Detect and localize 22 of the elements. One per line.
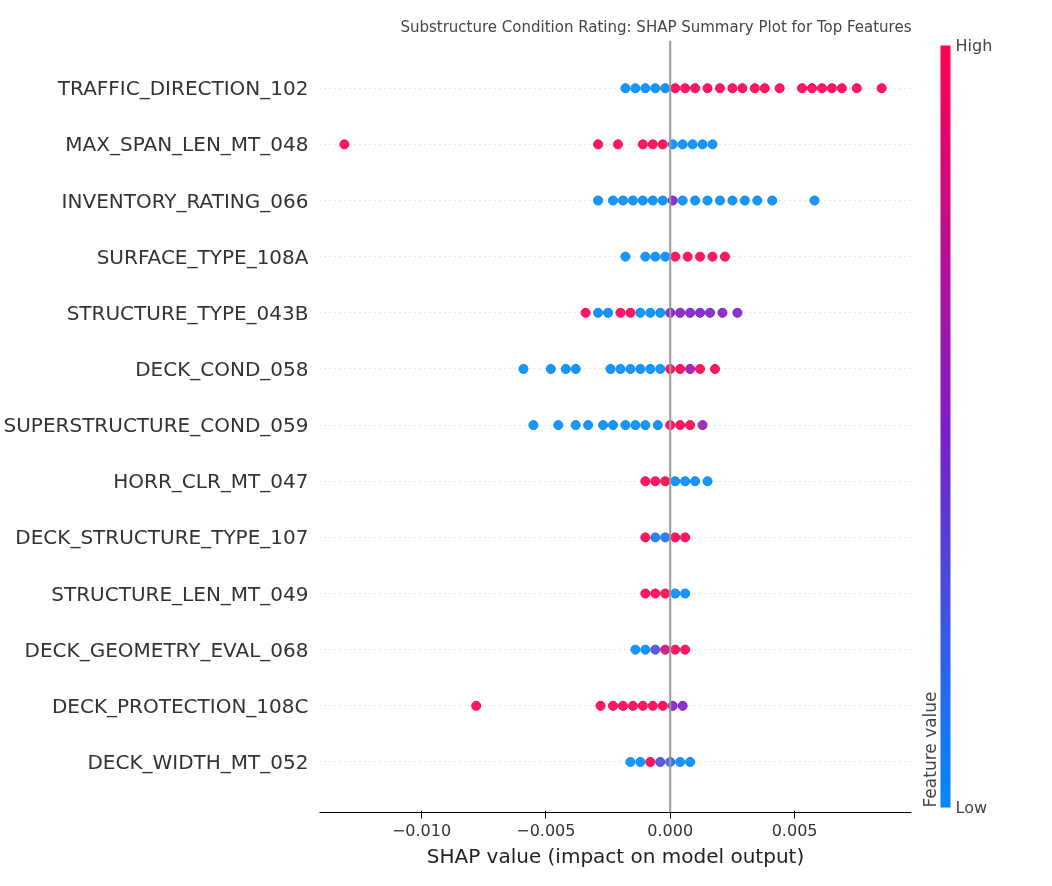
y-tick-label: DECK_GEOMETRY_EVAL_068 xyxy=(24,637,309,662)
x-tick-label: −0.005 xyxy=(516,820,576,840)
y-tick-label: DECK_WIDTH_MT_052 xyxy=(87,749,309,774)
y-tick-label: MAX_SPAN_LEN_MT_048 xyxy=(65,132,309,157)
y-tick-label: DECK_COND_058 xyxy=(135,356,309,381)
y-tick-label: SUPERSTRUCTURE_COND_059 xyxy=(3,413,309,438)
color-bar-label: Low xyxy=(955,798,988,817)
y-tick-label: DECK_PROTECTION_108C xyxy=(51,693,309,718)
y-tick-label: HORR_CLR_MT_047 xyxy=(113,469,309,494)
x-axis-title: SHAP value (impact on model output) xyxy=(426,843,805,868)
x-tick-label: −0.010 xyxy=(391,820,452,840)
x-tick-label: 0.000 xyxy=(647,820,694,840)
y-tick-label: TRAFFIC_DIRECTION_102 xyxy=(56,76,309,101)
y-tick-label: STRUCTURE_TYPE_043B xyxy=(66,300,309,325)
y-tick-label: DECK_STRUCTURE_TYPE_107 xyxy=(15,525,309,550)
chart-title: Substructure Condition Rating: SHAP Summary Plot for Top Features xyxy=(400,17,912,36)
y-tick-label: INVENTORY_RATING_066 xyxy=(61,188,309,213)
color-bar-label: High xyxy=(955,36,993,55)
y-tick-label: SURFACE_TYPE_108A xyxy=(96,244,309,269)
y-tick-label: STRUCTURE_LEN_MT_049 xyxy=(51,581,309,606)
color-bar-title: Feature value xyxy=(919,691,940,808)
x-tick-label: 0.005 xyxy=(771,820,818,840)
